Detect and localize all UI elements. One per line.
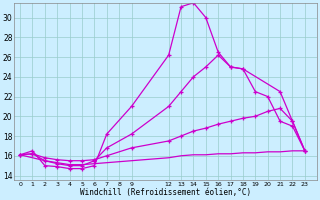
X-axis label: Windchill (Refroidissement éolien,°C): Windchill (Refroidissement éolien,°C) <box>80 188 251 197</box>
